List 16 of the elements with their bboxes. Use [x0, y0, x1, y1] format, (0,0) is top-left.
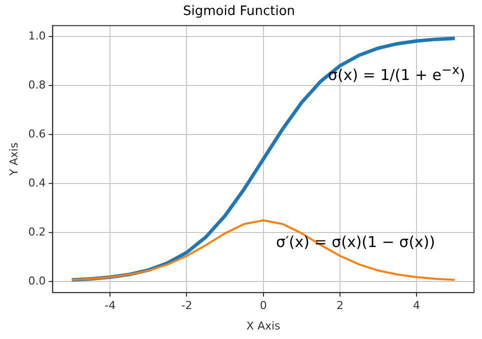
y-tick-label: 0.6 — [28, 127, 46, 140]
y-tick-label: 0.2 — [28, 225, 46, 238]
y-axis-title: Y Axis — [7, 142, 20, 177]
x-tick-label: -4 — [104, 299, 116, 312]
x-axis-title: X Axis — [246, 319, 281, 332]
y-tick-label: 1.0 — [28, 29, 46, 42]
y-tick-label: 0.4 — [28, 176, 46, 190]
x-tick-label: 0 — [260, 299, 267, 312]
x-tick-label: 2 — [336, 299, 344, 312]
annotation: σ(x) = 1/(1 + e$^{−x}$) — [328, 62, 466, 84]
annotation: σ′(x) = σ(x)(1 − σ(x)) — [276, 232, 436, 251]
x-tick-label: -2 — [181, 299, 192, 312]
chart-title: Sigmoid Function — [182, 4, 296, 20]
x-tick-label: 4 — [413, 299, 420, 312]
y-tick-label: 0.8 — [28, 78, 46, 92]
y-tick-label: 0.0 — [28, 274, 46, 288]
